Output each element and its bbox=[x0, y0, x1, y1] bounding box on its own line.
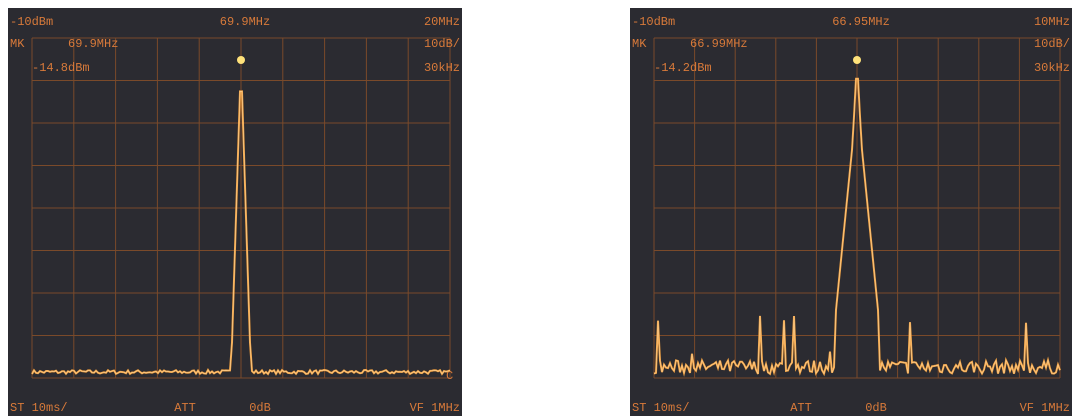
marker-dot bbox=[853, 56, 861, 64]
vbw: VF 1MHz bbox=[1020, 401, 1070, 415]
analyzer-screen: -10dBm 66.95MHz 10MHz MK 66.99MHz 10dB/ -14.2d… bbox=[630, 8, 1072, 416]
center-freq: 66.95MHz bbox=[832, 15, 890, 29]
vbw: VF 1MHz bbox=[410, 401, 460, 415]
sweep: ST 10ms/ bbox=[10, 401, 68, 415]
att-label: ATT bbox=[790, 401, 812, 415]
center-freq: 69.9MHz bbox=[220, 15, 270, 29]
marker-level: -14.8dBm bbox=[32, 61, 90, 75]
span: 10MHz bbox=[1034, 15, 1070, 29]
rbw: 30kHz bbox=[1034, 61, 1070, 75]
scale: 10dB/ bbox=[1034, 37, 1070, 51]
marker-label: MK bbox=[10, 37, 25, 51]
sweep: ST 10ms/ bbox=[632, 401, 690, 415]
att: 0dB bbox=[249, 401, 271, 415]
span: 20MHz bbox=[424, 15, 460, 29]
marker-label: MK bbox=[632, 37, 647, 51]
rbw: 30kHz bbox=[424, 61, 460, 75]
marker-dot bbox=[237, 56, 245, 64]
screenshot: -10dBm 69.9MHz 20MHz MK 69.9MHz 10dB/ -14.8dBm… bbox=[0, 0, 1072, 419]
analyzer-screen: -10dBm 69.9MHz 20MHz MK 69.9MHz 10dB/ -14.8dBm… bbox=[8, 8, 462, 416]
marker-freq: 66.99MHz bbox=[690, 37, 748, 51]
ref-level: -10dBm bbox=[10, 15, 53, 29]
att-label: ATT bbox=[174, 401, 196, 415]
marker-level: -14.2dBm bbox=[654, 61, 712, 75]
marker-freq: 69.9MHz bbox=[68, 37, 118, 51]
att: 0dB bbox=[865, 401, 887, 415]
scale: 10dB/ bbox=[424, 37, 460, 51]
ref-level: -10dBm bbox=[632, 15, 675, 29]
